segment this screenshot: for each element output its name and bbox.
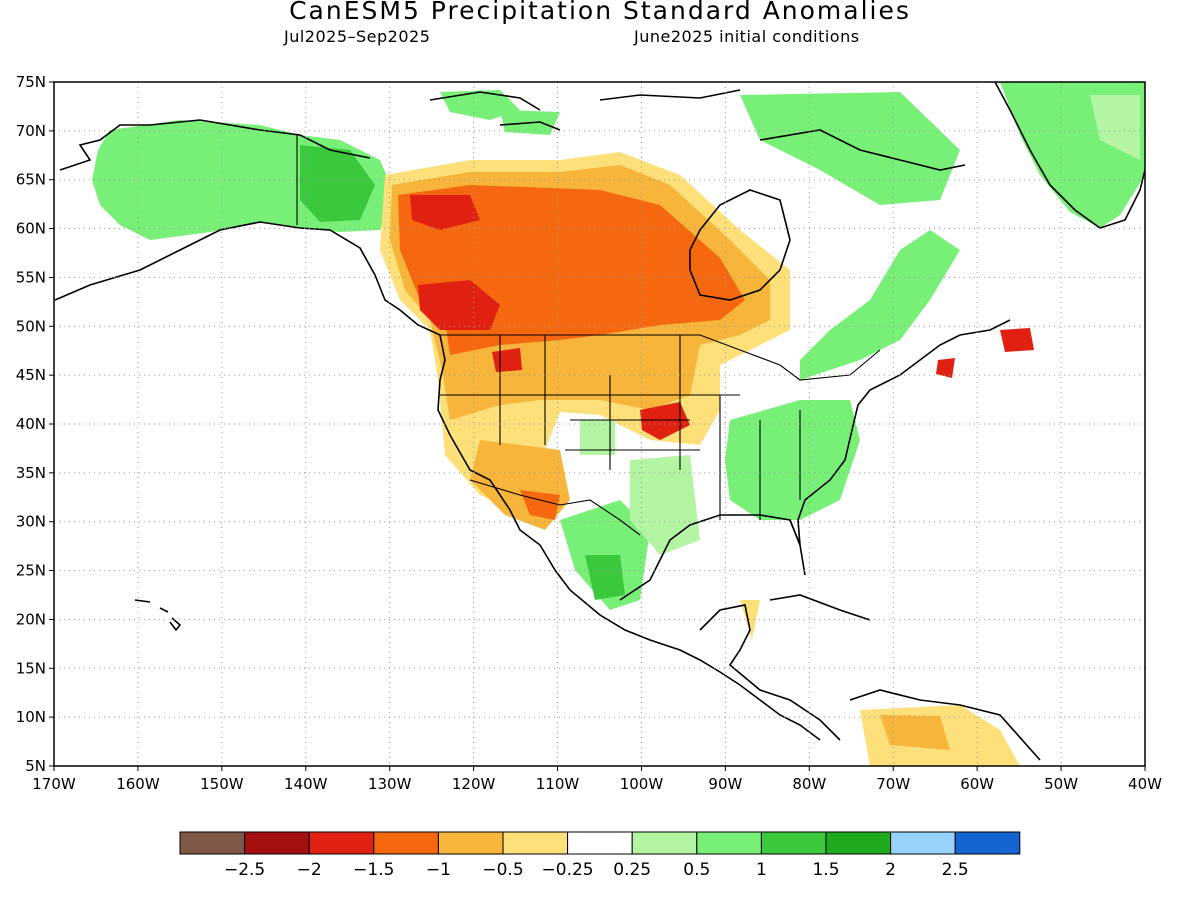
longitude-tick-label: 80W <box>792 775 826 793</box>
colorbar-label: −2 <box>297 860 322 880</box>
longitude-tick-label: 150W <box>200 775 244 793</box>
colorbar-swatch <box>437 831 504 855</box>
arctic-east-wet-zone <box>740 92 960 205</box>
colorbar-label: 2 <box>885 860 896 880</box>
initial-conditions: June2025 initial conditions <box>634 27 860 46</box>
maritimes-dry <box>936 358 955 378</box>
colorbar-labels: −2.5 −2 −1.5 −1 −0.5 −0.25 0.25 0.5 1 1.5 2 2.5 <box>224 860 969 880</box>
colorbar-label: 0.5 <box>683 860 710 880</box>
colorbar-swatch <box>890 831 956 855</box>
quebec-wet-zone <box>800 230 960 380</box>
coastlines <box>54 82 1145 761</box>
anomaly-shading <box>92 82 1145 766</box>
longitude-tick-label: 120W <box>452 775 496 793</box>
south-america-dry-moderate <box>880 715 950 750</box>
colorbar-label: −1 <box>426 860 451 880</box>
longitude-tick-label: 60W <box>960 775 994 793</box>
mexico-wet-core <box>585 555 625 600</box>
latitude-labels: 75N 70N 65N 60N 55N 50N 45N 40N 35N 30N 25N 20N 15N 1… <box>16 73 46 775</box>
latitude-tick-label: 55N <box>16 268 46 286</box>
longitude-tick-label: 100W <box>620 775 664 793</box>
latitude-tick-label: 65N <box>16 171 46 189</box>
longitude-tick-label: 140W <box>284 775 328 793</box>
latitude-tick-label: 10N <box>16 708 46 726</box>
colorbar-swatch <box>631 831 698 855</box>
latitude-tick-label: 35N <box>16 464 46 482</box>
latitude-tick-label: 70N <box>16 122 46 140</box>
yukon-wet-core <box>300 145 375 222</box>
plains-dry-severe <box>640 402 690 440</box>
map-title: CanESM5 Precipitation Standard Anomalies <box>289 0 911 25</box>
colorbar-swatch <box>373 831 439 855</box>
colorbar <box>179 831 1021 855</box>
forecast-period: Jul2025–Sep2025 <box>284 27 431 46</box>
colorbar-label: 1 <box>756 860 767 880</box>
colorbar-swatch <box>760 831 827 855</box>
latitude-tick-label: 15N <box>16 659 46 677</box>
arctic-wet-patch <box>440 90 520 120</box>
colorbar-swatch <box>244 831 310 855</box>
longitude-tick-label: 90W <box>708 775 742 793</box>
yucatan-dry <box>740 600 760 640</box>
longitude-tick-label: 160W <box>116 775 160 793</box>
colorbar-label: −1.5 <box>353 860 394 880</box>
latitude-tick-label: 50N <box>16 317 46 335</box>
longitude-tick-label: 50W <box>1044 775 1078 793</box>
longitude-labels: 170W 160W 150W 140W 130W 120W 110W 100W 90W 80W 70… <box>32 775 1162 793</box>
colorbar-swatch <box>954 831 1021 855</box>
longitude-tick-label: 40W <box>1128 775 1162 793</box>
colorbar-swatch <box>567 831 633 855</box>
colorbar-swatch <box>825 831 892 855</box>
colorbar-label: 1.5 <box>812 860 839 880</box>
latitude-tick-label: 30N <box>16 513 46 531</box>
longitude-tick-label: 170W <box>32 775 76 793</box>
colorbar-swatch <box>502 831 569 855</box>
rockies-light-wet <box>580 420 615 455</box>
colorbar-swatch <box>696 831 762 855</box>
west-dry-severe <box>418 280 500 330</box>
newfoundland-dry <box>1000 328 1034 352</box>
colorbar-swatch <box>308 831 375 855</box>
longitude-tick-label: 130W <box>368 775 412 793</box>
latitude-tick-label: 5N <box>25 757 46 775</box>
east-us-wet-zone <box>725 400 860 520</box>
latitude-tick-label: 45N <box>16 366 46 384</box>
latitude-tick-label: 25N <box>16 562 46 580</box>
colorbar-label: −2.5 <box>224 860 265 880</box>
colorbar-label: 0.25 <box>613 860 651 880</box>
greenland-light-wet <box>1090 95 1140 160</box>
longitude-tick-label: 70W <box>876 775 910 793</box>
colorbar-label: 2.5 <box>942 860 969 880</box>
colorbar-label: −0.25 <box>542 860 594 880</box>
colorbar-label: −0.5 <box>482 860 523 880</box>
west-dry-severe <box>410 195 480 230</box>
lat-lon-gridlines <box>54 82 1145 766</box>
longitude-tick-label: 110W <box>536 775 580 793</box>
latitude-tick-label: 20N <box>16 610 46 628</box>
axis-ticks <box>49 81 1146 771</box>
latitude-tick-label: 60N <box>16 220 46 238</box>
colorbar-swatch <box>179 831 246 855</box>
west-dry-severe <box>492 348 522 372</box>
latitude-tick-label: 75N <box>16 73 46 91</box>
latitude-tick-label: 40N <box>16 415 46 433</box>
